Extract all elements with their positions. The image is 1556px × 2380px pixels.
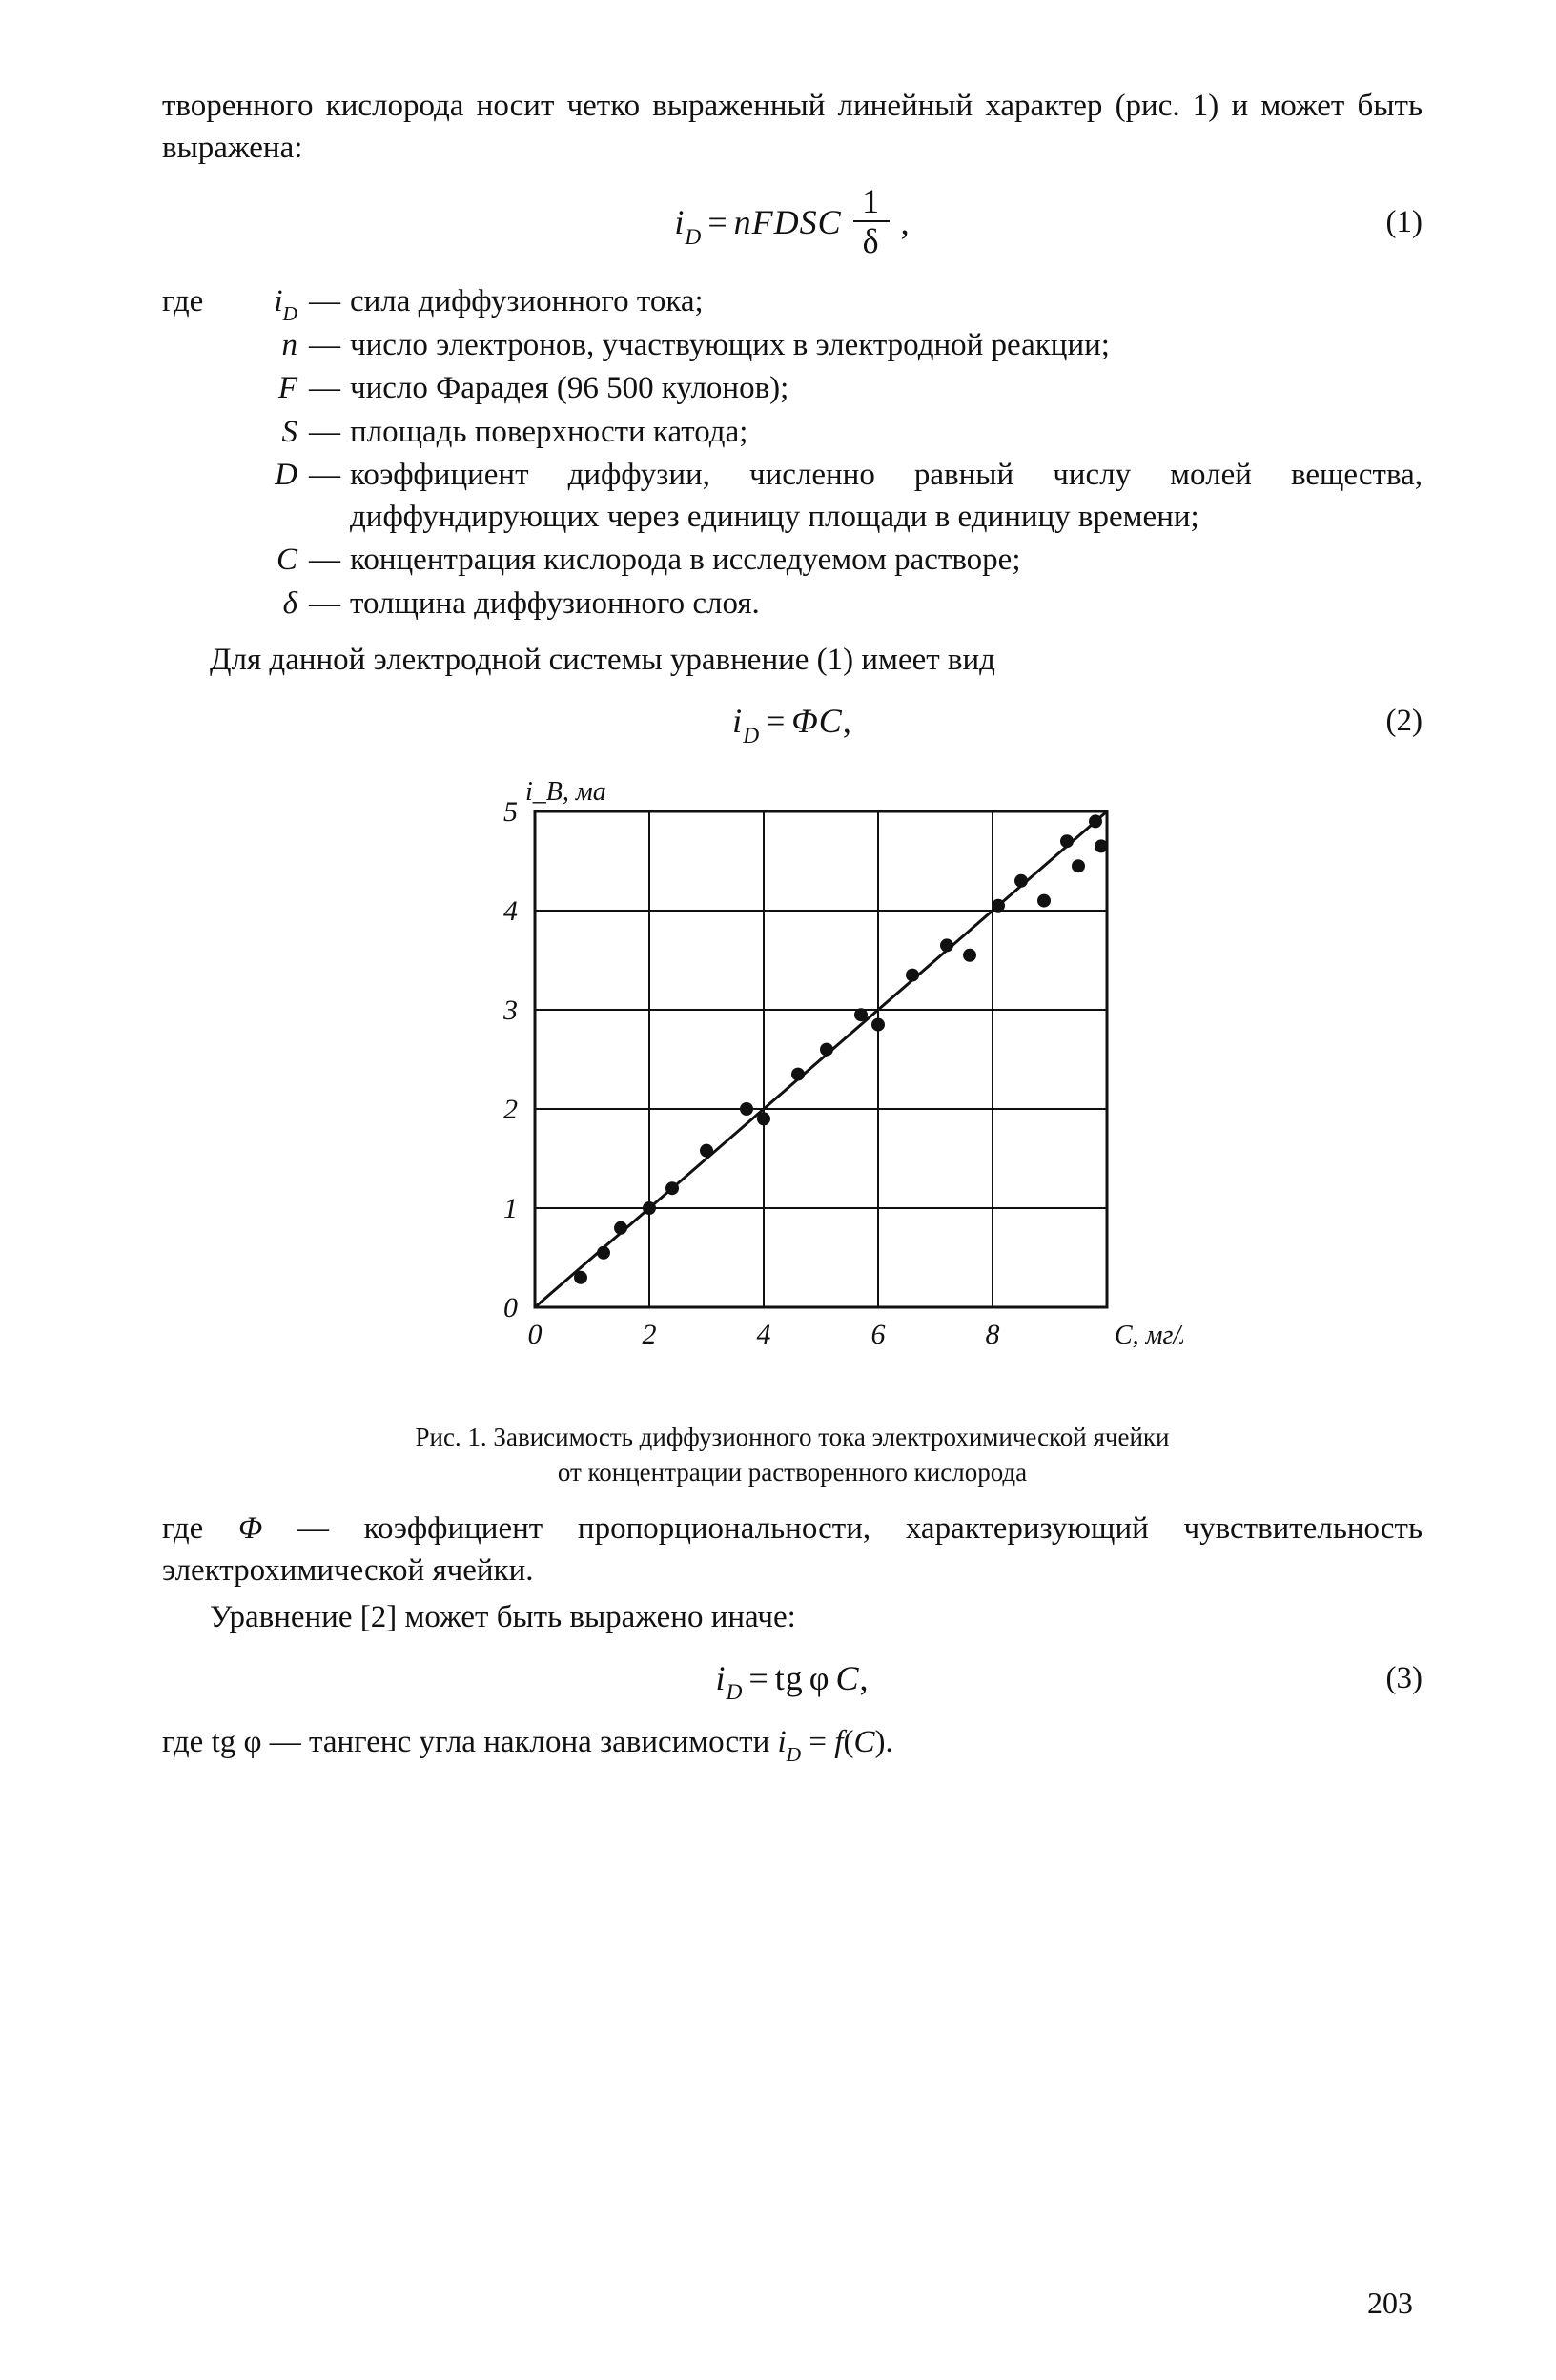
def-body: площадь поверхности катода; [350,412,1423,454]
equation-1-number: (1) [1386,202,1423,244]
def-symbol: δ [240,584,305,626]
svg-text:2: 2 [643,1319,657,1350]
def-row: где iD — сила диффузионного тока; [162,281,1423,323]
paragraph-eq2-intro: Для данной электродной системы уравнение… [162,640,1423,682]
equation-1-row: iD = nFDSC 1 δ , (1) [162,186,1423,260]
equation-3-row: iD = tgφ C, (3) [162,1656,1423,1702]
def-body: толщина диффузионного слоя. [350,584,1423,626]
figure-1-chart: 0 1 2 3 4 5 0 2 4 6 8 i_B, ма C, мг/л [401,773,1183,1384]
svg-text:0: 0 [503,1292,518,1323]
equation-2-number: (2) [1386,701,1423,743]
def-symbol: iD [240,281,305,323]
svg-text:1: 1 [503,1193,518,1224]
def-row: δ — толщина диффузионного слоя. [162,584,1423,626]
equation-3-number: (3) [1386,1658,1423,1700]
svg-text:0: 0 [528,1319,543,1350]
def-symbol: n [240,325,305,367]
def-body: концентрация кислорода в исследуемом рас… [350,540,1423,582]
def-row: C — концентрация кислорода в исследуемом… [162,540,1423,582]
page-number: 203 [1367,2283,1413,2323]
def-body: число электронов, участвующих в электрод… [350,325,1423,367]
svg-text:2: 2 [503,1094,518,1125]
figure-1-caption: Рис. 1. Зависимость диффузионного тока э… [401,1420,1183,1489]
svg-text:4: 4 [757,1319,771,1350]
def-row: n — число электронов, участвующих в элек… [162,325,1423,367]
def-row: D — коэффициент диффузии, численно равны… [162,455,1423,538]
page: творенного кислорода носит четко выражен… [0,0,1556,2380]
equation-3: iD = tgφ C, [715,1656,869,1702]
def-symbol: C [240,540,305,582]
paragraph-tg: где tg φ — тангенс угла наклона зависимо… [162,1722,1423,1764]
def-row: S — площадь поверхности катода; [162,412,1423,454]
paragraph-intro: творенного кислорода носит четко выражен… [162,86,1423,169]
def-symbol: D [240,455,305,497]
svg-text:C, мг/л: C, мг/л [1115,1321,1183,1350]
svg-text:6: 6 [871,1319,886,1350]
figure-1: 0 1 2 3 4 5 0 2 4 6 8 i_B, ма C, мг/л Рис. 1. Зависи… [162,773,1423,1489]
svg-text:i_B, ма: i_B, ма [525,777,606,807]
def-body: число Фарадея (96 500 кулонов); [350,368,1423,410]
equation-2-row: iD = ΦC, (2) [162,699,1423,745]
paragraph-phi: где Φ — коэффициент пропорциональности, … [162,1508,1423,1591]
equation-2: iD = ΦC, [732,699,852,745]
svg-text:4: 4 [503,895,518,927]
svg-text:3: 3 [502,995,518,1026]
where-label: где [162,281,240,323]
def-body: сила диффузионного тока; [350,281,1423,323]
def-body: коэффициент диффузии, численно равный чи… [350,455,1423,538]
svg-text:8: 8 [986,1319,1000,1350]
equation-1: iD = nFDSC 1 δ , [674,186,910,260]
def-symbol: F [240,368,305,410]
svg-text:5: 5 [503,796,518,828]
paragraph-eq3-intro: Уравнение [2] может быть выражено иначе: [162,1597,1423,1639]
def-row: F — число Фарадея (96 500 кулонов); [162,368,1423,410]
def-symbol: S [240,412,305,454]
definitions-list: где iD — сила диффузионного тока; n — чи… [162,281,1423,625]
